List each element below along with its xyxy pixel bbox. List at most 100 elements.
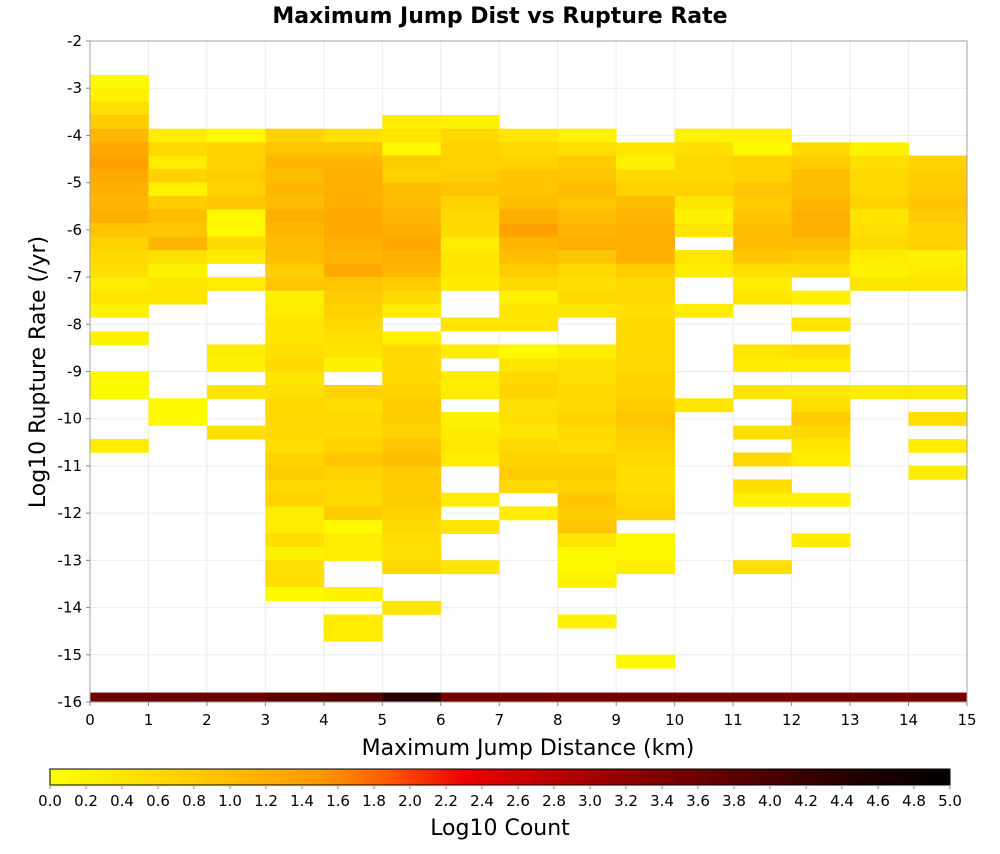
heatmap-cell	[616, 209, 676, 224]
heatmap-cell	[557, 209, 617, 224]
heatmap-cell	[791, 358, 851, 373]
heatmap-cell	[674, 182, 734, 197]
heatmap-cell	[557, 371, 617, 386]
chart-title: Maximum Jump Dist vs Rupture Rate	[272, 4, 727, 29]
heatmap-cell	[440, 196, 500, 211]
heatmap-cell	[206, 155, 266, 170]
colorbar-tick-label: 2.4	[470, 792, 494, 810]
heatmap-cell	[148, 223, 208, 238]
heatmap-cell	[616, 385, 676, 399]
heatmap-cell	[148, 236, 208, 251]
heatmap-cell	[323, 250, 383, 264]
x-axis-ticks: 0 1 2 3 4 5 6 7 8 9 10 11 12 13 14 15	[85, 702, 977, 729]
colorbar-tick-label: 2.0	[398, 792, 422, 810]
heatmap-cell	[323, 331, 383, 346]
heatmap-cell	[791, 169, 851, 184]
heatmap-cell	[323, 223, 383, 238]
heatmap-cell	[616, 182, 676, 197]
heatmap-cell	[791, 452, 851, 467]
heatmap-cell	[850, 276, 909, 291]
heatmap-cell	[382, 425, 442, 440]
heatmap-cell	[850, 236, 909, 251]
heatmap-cell	[265, 533, 325, 548]
heatmap-cell	[557, 560, 617, 575]
heatmap-cell	[206, 425, 266, 440]
heatmap-cell	[791, 236, 851, 251]
colorbar-tick-label: 1.4	[290, 792, 314, 810]
colorbar-tick-label: 4.4	[830, 792, 854, 810]
heatmap-cell	[908, 692, 968, 702]
heatmap-cell	[616, 438, 676, 453]
heatmap-cell	[557, 236, 617, 251]
heatmap-cell	[323, 236, 383, 251]
heatmap-cell	[791, 317, 851, 332]
heatmap-cell	[265, 317, 325, 332]
heatmap-cell	[382, 196, 442, 211]
heatmap-cell	[557, 465, 617, 480]
heatmap-cell	[440, 452, 500, 467]
heatmap-cell	[206, 236, 266, 251]
heatmap-cell	[206, 276, 266, 291]
heatmap-cell	[733, 169, 792, 184]
heatmap-cell	[206, 169, 266, 184]
y-axis-ticks: -2 -3 -4 -5 -6 -7 -8 -9 -10 -11 -12 -13 -14 -15 -16	[58, 32, 90, 711]
heatmap-cell	[382, 533, 442, 548]
heatmap-cell	[323, 276, 383, 291]
heatmap-cell	[323, 385, 383, 399]
heatmap-cell	[616, 654, 676, 669]
heatmap-cell	[791, 385, 851, 399]
colorbar-tick-label: 4.0	[758, 792, 782, 810]
heatmap-cell	[440, 438, 500, 453]
heatmap-cell	[90, 182, 149, 197]
heatmap-cell	[206, 128, 266, 143]
heatmap-cell	[440, 492, 500, 507]
heatmap-cell	[616, 169, 676, 184]
heatmap-cell	[90, 236, 149, 251]
heatmap-cell	[148, 263, 208, 278]
heatmap-cell	[265, 209, 325, 224]
heatmap-cell	[733, 385, 792, 399]
x-tick-label: 15	[957, 711, 976, 729]
heatmap-cell	[148, 128, 208, 143]
heatmap-cell	[90, 155, 149, 170]
heatmap-cell	[850, 142, 909, 157]
heatmap-cell	[908, 236, 968, 251]
heatmap-cell	[323, 438, 383, 453]
heatmap-cell	[499, 196, 559, 211]
heatmap-cell	[265, 438, 325, 453]
x-tick-label: 1	[144, 711, 154, 729]
heatmap-cell	[557, 546, 617, 561]
heatmap-cell	[733, 236, 792, 251]
y-tick-label: -10	[58, 410, 83, 428]
heatmap-cell	[382, 452, 442, 467]
heatmap-cell	[90, 223, 149, 238]
heatmap-cell	[265, 425, 325, 440]
heatmap-cell	[499, 182, 559, 197]
heatmap-cell	[90, 101, 149, 116]
heatmap-cell	[382, 263, 442, 278]
heatmap-cell	[265, 344, 325, 359]
heatmap-cell	[616, 344, 676, 359]
heatmap-cell	[674, 209, 734, 224]
heatmap-cell	[674, 142, 734, 157]
heatmap-cell	[265, 587, 325, 602]
y-tick-label: -12	[58, 504, 83, 522]
heatmap-cell	[908, 263, 968, 278]
heatmap-cell	[616, 506, 676, 521]
heatmap-cell	[616, 250, 676, 264]
heatmap-cell	[674, 223, 734, 238]
heatmap-cell	[499, 290, 559, 305]
heatmap-cell	[265, 290, 325, 305]
heatmap-cell	[616, 479, 676, 494]
heatmap-cell	[148, 411, 208, 426]
heatmap-cell	[265, 465, 325, 480]
heatmap-cell	[382, 142, 442, 157]
heatmap-cell	[616, 425, 676, 440]
heatmap-cell	[908, 438, 968, 453]
heatmap-cell	[440, 276, 500, 291]
heatmap-cell	[616, 317, 676, 332]
heatmap-cell	[616, 196, 676, 211]
heatmap-cell	[733, 223, 792, 238]
heatmap-cell	[733, 276, 792, 291]
heatmap-cell	[323, 520, 383, 534]
